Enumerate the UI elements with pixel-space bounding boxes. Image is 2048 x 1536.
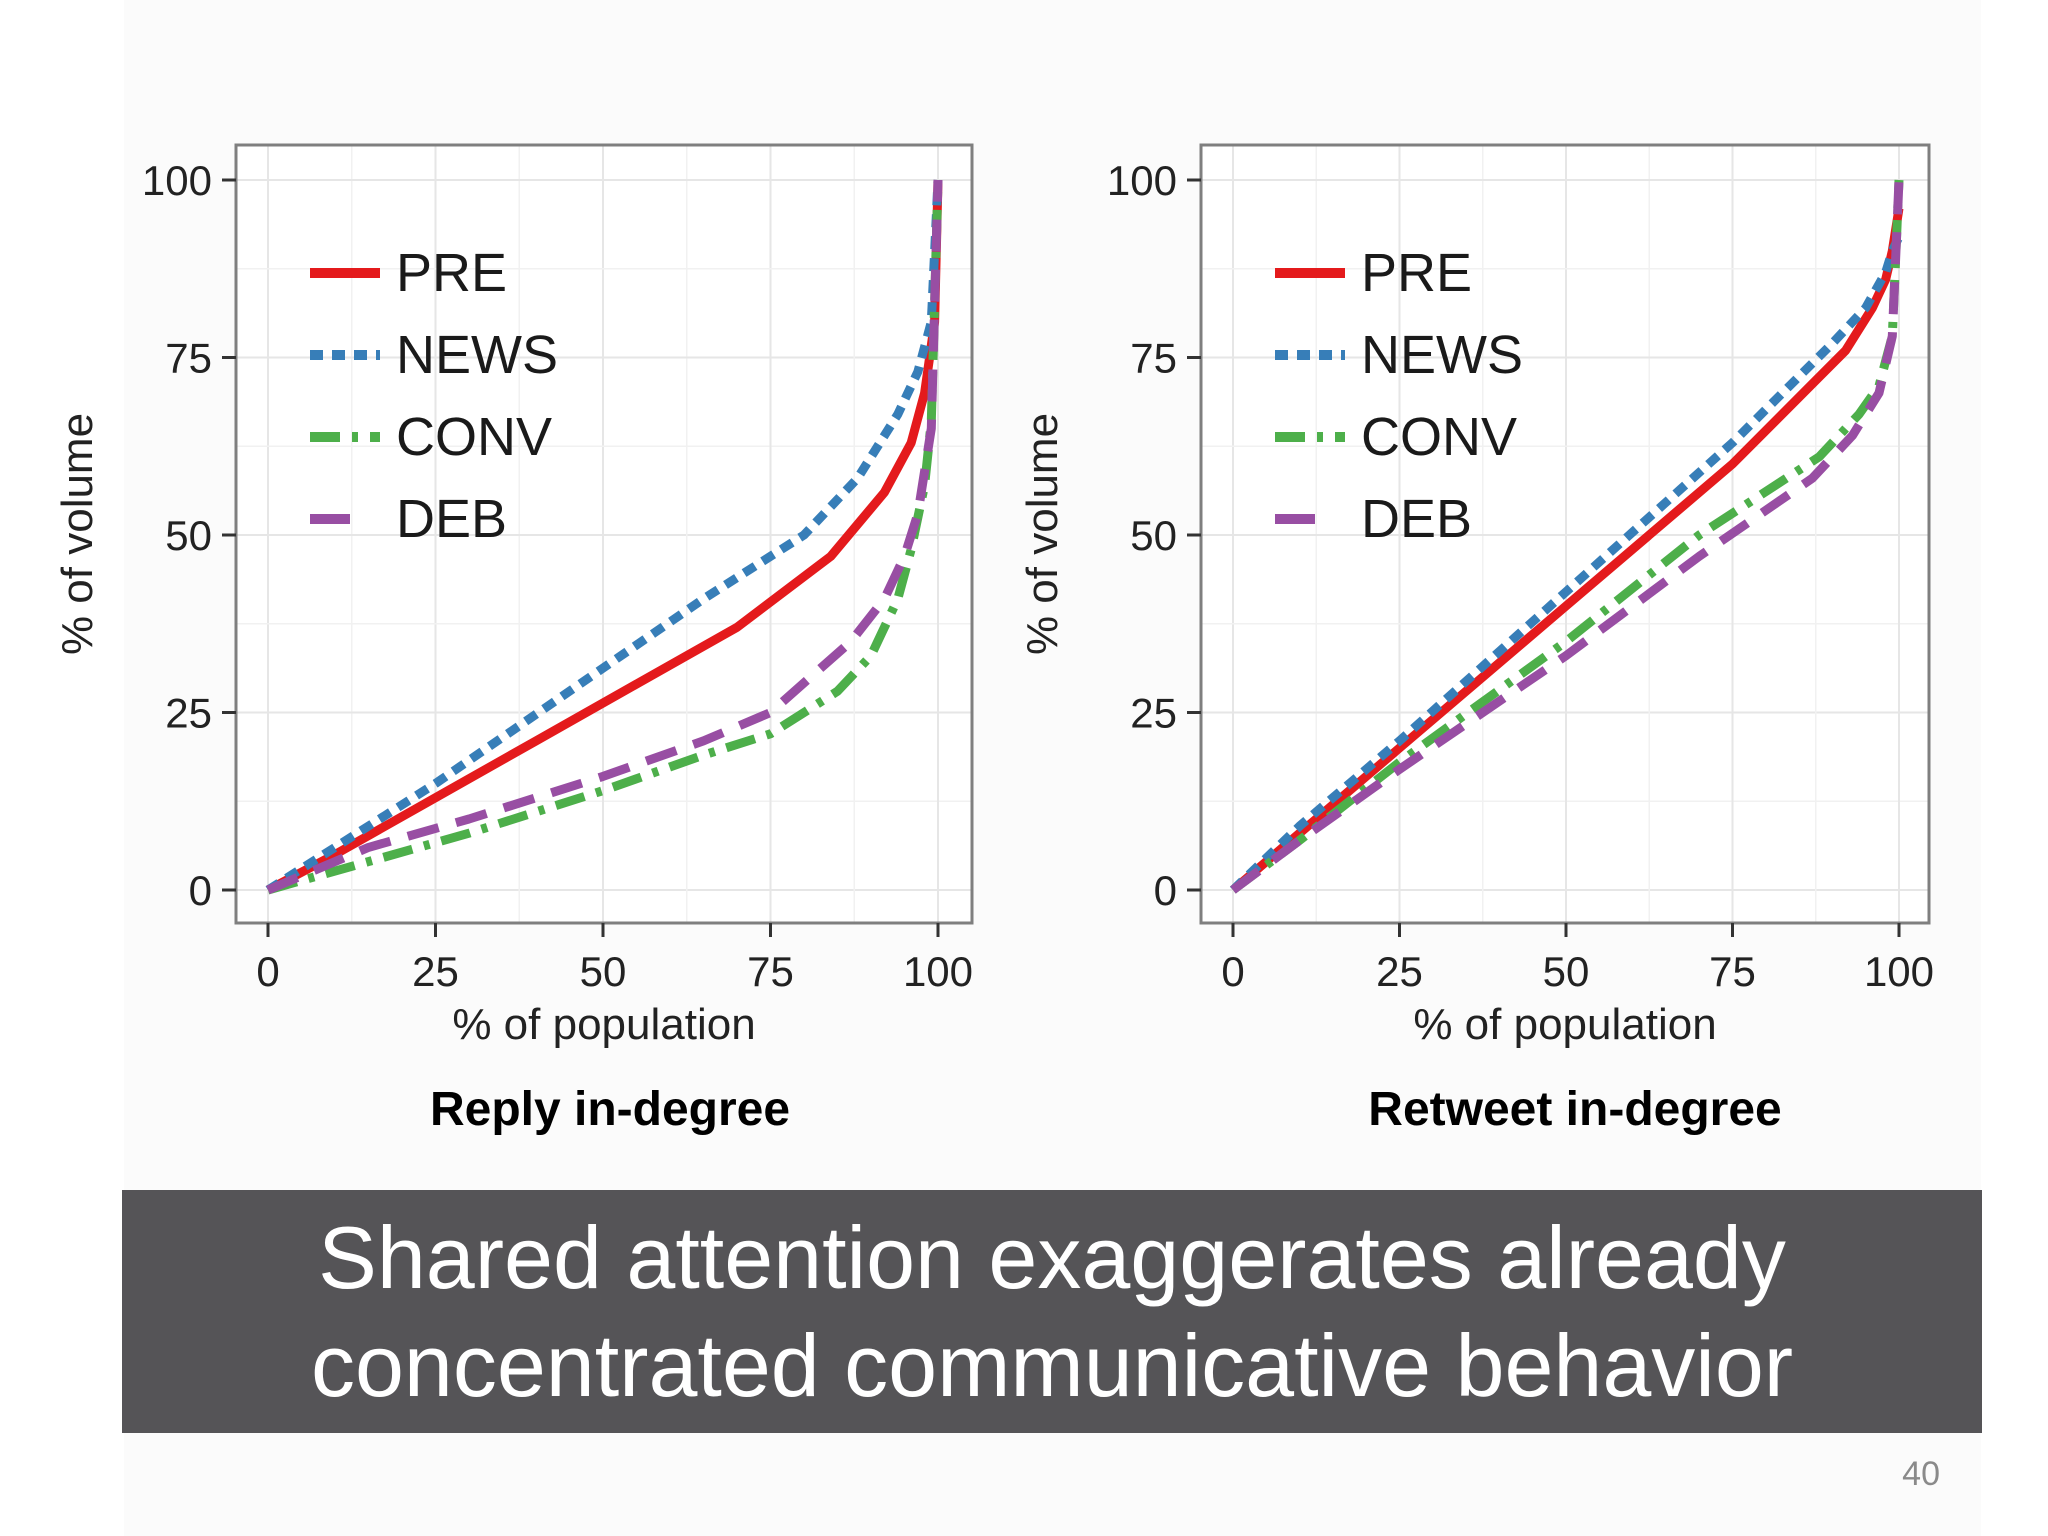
legend-label-news: NEWS bbox=[396, 325, 558, 385]
y-tick-label: 100 bbox=[1107, 157, 1177, 204]
y-tick-label: 50 bbox=[165, 512, 212, 559]
series-line-deb bbox=[266, 179, 943, 895]
legend-label-pre: PRE bbox=[396, 243, 507, 303]
x-axis-label: % of population bbox=[1413, 1000, 1716, 1049]
y-axis-label: % of volume bbox=[1018, 413, 1067, 655]
y-tick-label: 25 bbox=[1130, 690, 1177, 737]
x-tick-label: 25 bbox=[412, 948, 459, 995]
chart-title-reply: Reply in-degree bbox=[429, 1083, 791, 1136]
legend-label-news: NEWS bbox=[1361, 325, 1523, 385]
x-tick-label: 50 bbox=[580, 948, 627, 995]
y-axis-label: % of volume bbox=[53, 413, 102, 655]
y-tick-label: 0 bbox=[1154, 867, 1177, 914]
chart-title-retweet: Retweet in-degree bbox=[1368, 1083, 1782, 1136]
y-tick-label: 0 bbox=[189, 867, 212, 914]
y-tick-label: 100 bbox=[142, 157, 212, 204]
series-line-pre bbox=[265, 179, 943, 894]
legend-label-deb: DEB bbox=[396, 489, 507, 549]
chart-retweet-in-degree: 0 25 50 75 100 0 25 50 75 100 % of population % of … bbox=[1018, 143, 1934, 1049]
legend-label-pre: PRE bbox=[1361, 243, 1472, 303]
x-tick-label: 100 bbox=[1864, 948, 1934, 995]
series-line-news bbox=[1229, 234, 1904, 894]
chart-reply-in-degree: 0 25 50 75 100 0 25 50 75 100 % of population % of … bbox=[53, 143, 974, 1049]
y-tick-label: 75 bbox=[1130, 335, 1177, 382]
y-tick-label: 25 bbox=[165, 690, 212, 737]
headline-banner: Shared attention exaggerates already con… bbox=[122, 1190, 1982, 1433]
legend-label-deb: DEB bbox=[1361, 489, 1472, 549]
x-tick-label: 50 bbox=[1543, 948, 1590, 995]
x-tick-label: 0 bbox=[256, 948, 279, 995]
x-tick-label: 75 bbox=[1709, 948, 1756, 995]
legend-label-conv: CONV bbox=[1361, 407, 1517, 467]
y-tick-label: 50 bbox=[1130, 512, 1177, 559]
x-tick-label: 25 bbox=[1376, 948, 1423, 995]
page-number: 40 bbox=[1902, 1455, 1940, 1493]
x-axis-label: % of population bbox=[452, 1000, 755, 1049]
x-tick-label: 0 bbox=[1221, 948, 1244, 995]
headline-line-1: Shared attention exaggerates already bbox=[318, 1207, 1786, 1307]
y-tick-label: 75 bbox=[165, 335, 212, 382]
x-tick-label: 75 bbox=[747, 948, 794, 995]
legend-label-conv: CONV bbox=[396, 407, 552, 467]
headline-line-2: concentrated communicative behavior bbox=[310, 1315, 1794, 1415]
series-line-news bbox=[265, 179, 943, 894]
series-line-conv bbox=[266, 179, 943, 895]
x-tick-label: 100 bbox=[903, 948, 973, 995]
